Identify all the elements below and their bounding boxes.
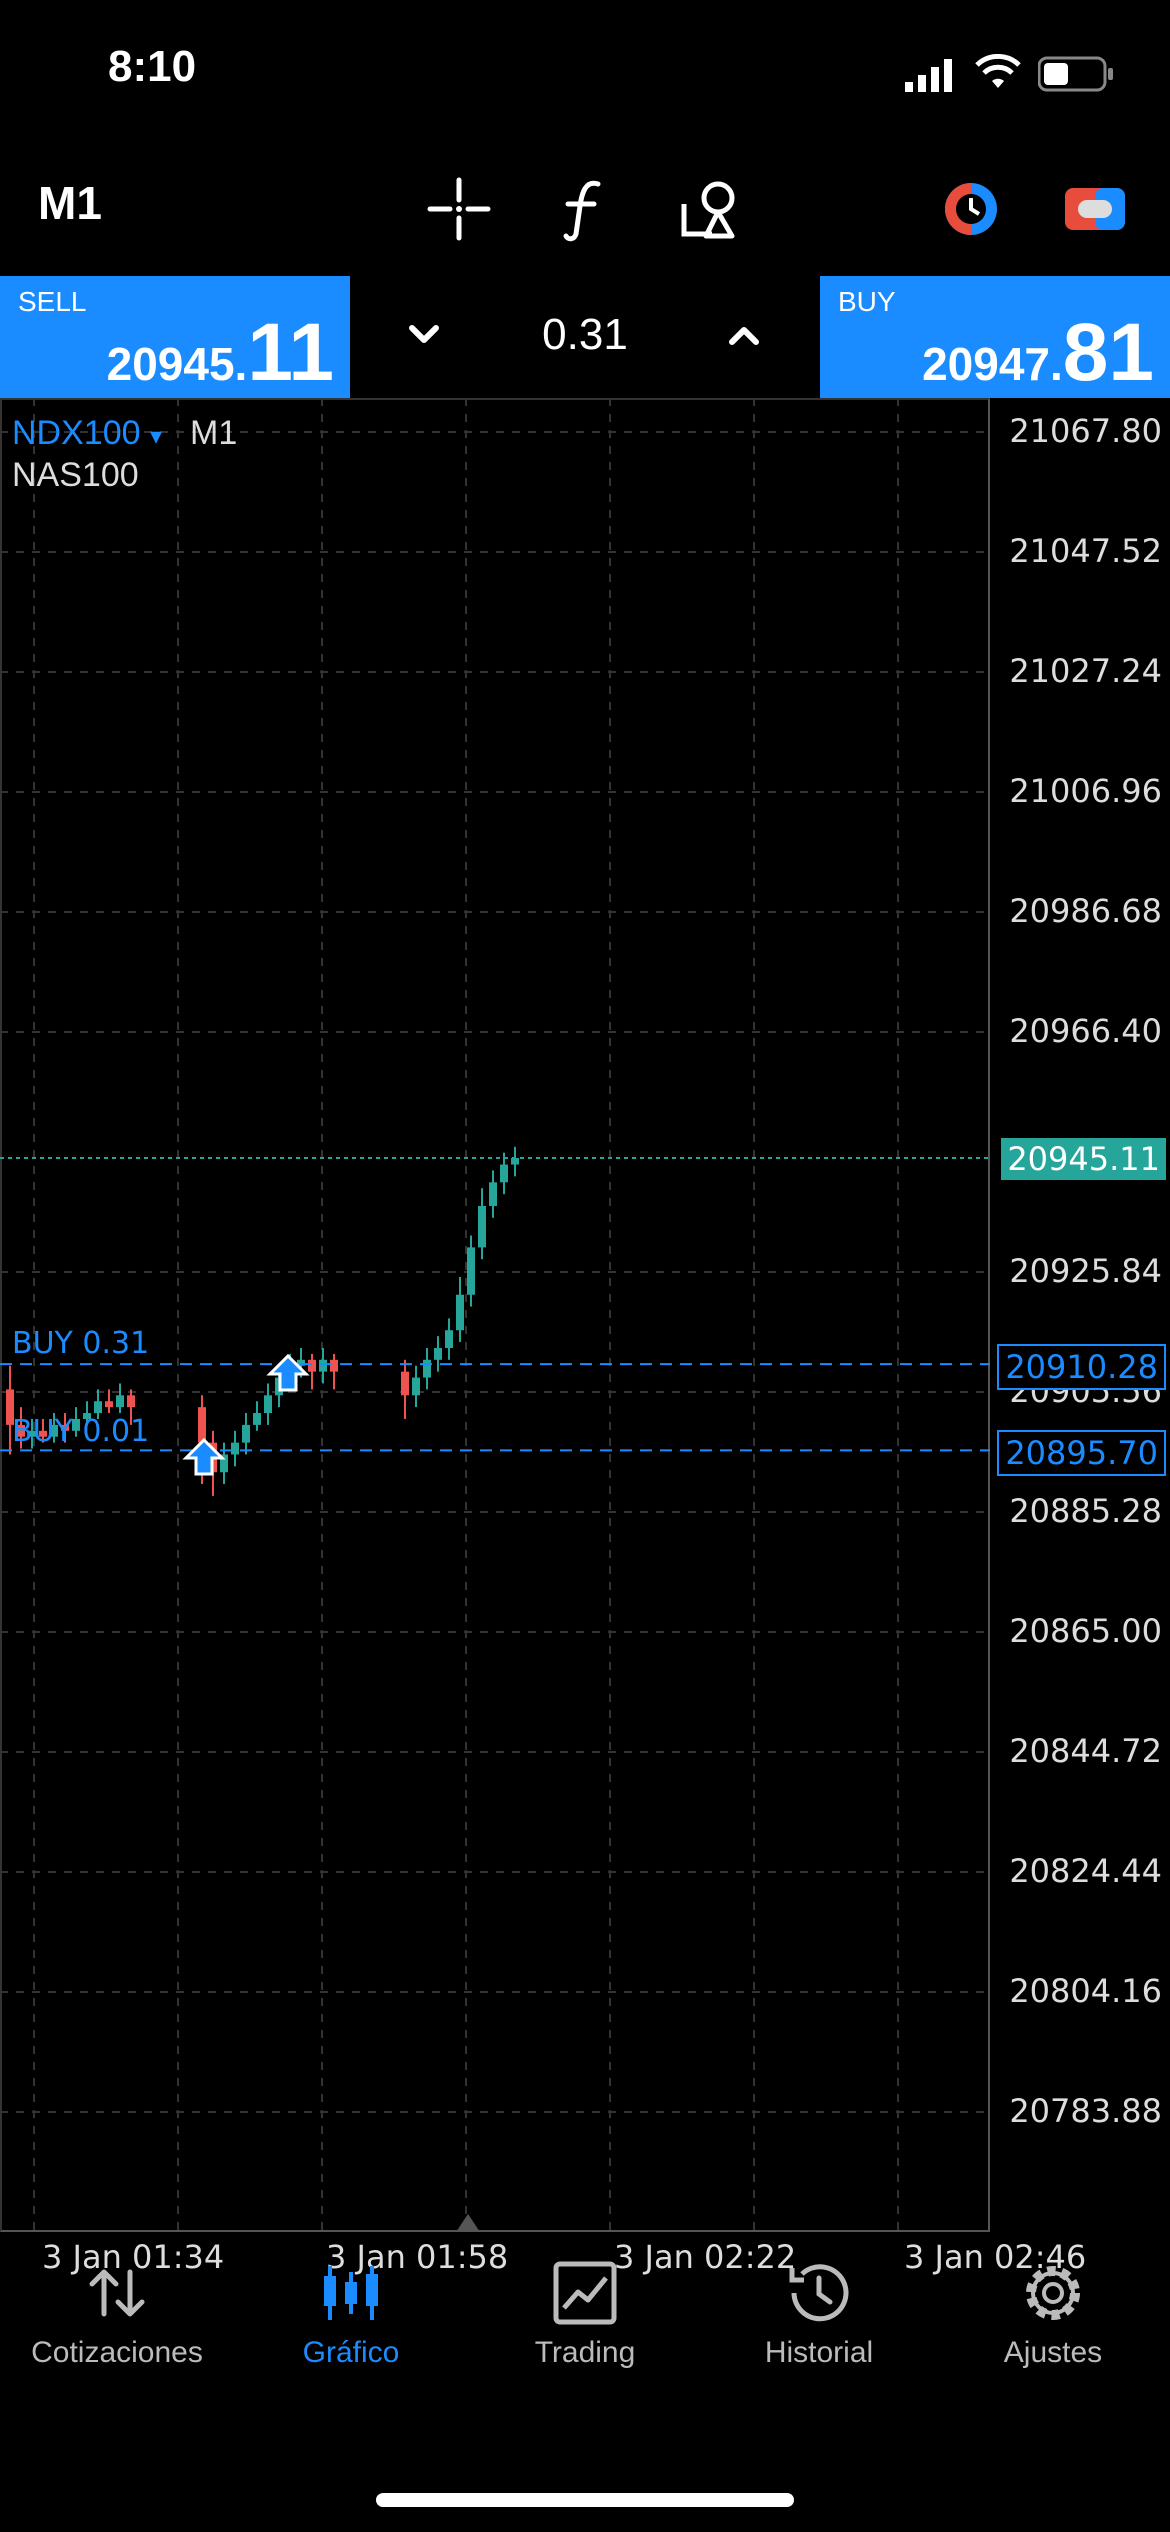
candle-body — [253, 1413, 261, 1425]
current-price-tag: 20945.11 — [1001, 1138, 1166, 1180]
y-tick-label: 20824.44 — [1009, 1852, 1162, 1890]
lot-decrease-icon[interactable] — [406, 320, 442, 350]
chart-icon — [324, 2266, 378, 2320]
candle-body — [264, 1395, 272, 1414]
candle-body — [330, 1359, 338, 1372]
chart-timeframe: M1 — [190, 414, 238, 452]
candle-body — [511, 1157, 519, 1165]
candle-body — [434, 1347, 442, 1360]
position-label: BUY 0.31 — [12, 1326, 150, 1361]
indicators-icon[interactable] — [548, 174, 618, 244]
position-label: BUY 0.01 — [12, 1414, 150, 1449]
one-click-trading-icon[interactable] — [936, 174, 1006, 244]
tab-historial[interactable]: Historial — [702, 2258, 936, 2370]
crosshair-icon[interactable] — [424, 174, 494, 244]
candle-body — [445, 1330, 453, 1348]
chart-area[interactable] — [0, 398, 990, 2232]
status-time: 8:10 — [108, 42, 197, 91]
candle-body — [83, 1413, 91, 1419]
y-tick-label: 20865.00 — [1009, 1612, 1162, 1650]
candle-body — [242, 1424, 250, 1443]
candle-body — [61, 1424, 69, 1431]
quotes-icon — [89, 2269, 145, 2317]
candle-body — [467, 1247, 475, 1295]
candle-body — [500, 1164, 508, 1183]
y-tick-label: 20885.28 — [1009, 1492, 1162, 1530]
candle-body — [478, 1205, 486, 1248]
y-tick-label: 21047.52 — [1009, 532, 1162, 570]
battery-icon — [1038, 56, 1113, 92]
candle-body — [456, 1294, 464, 1331]
y-tick-label: 20804.16 — [1009, 1972, 1162, 2010]
objects-icon[interactable] — [676, 174, 746, 244]
y-tick-label: 20925.84 — [1009, 1252, 1162, 1290]
tab-cotizaciones[interactable]: Cotizaciones — [0, 2258, 234, 2370]
x-tick-label: 3 Jan 01:58 — [326, 2238, 509, 2276]
timeframe-button[interactable]: M1 — [38, 177, 102, 229]
buy-arrow-icon — [182, 1437, 226, 1476]
candle-body — [231, 1442, 239, 1455]
lot-panel: 0.31 — [350, 276, 820, 398]
buy-price: 20947.81 — [922, 307, 1154, 398]
y-tick-label: 21067.80 — [1009, 412, 1162, 450]
candle-body — [116, 1395, 124, 1408]
candle-body — [6, 1389, 14, 1425]
tab-ajustes[interactable]: Ajustes — [936, 2258, 1170, 2370]
candle-body — [50, 1424, 58, 1437]
candle-body — [94, 1401, 102, 1414]
settings-icon — [1026, 2266, 1080, 2320]
candle-body — [401, 1371, 409, 1396]
lot-increase-icon[interactable] — [726, 320, 762, 350]
candle-body — [308, 1359, 316, 1372]
candle-body — [17, 1424, 25, 1437]
trade-mode-icon[interactable] — [1060, 174, 1130, 244]
sell-price: 20945.11 — [106, 307, 334, 398]
x-tick-label: 3 Jan 01:34 — [42, 2238, 225, 2276]
candle-body — [39, 1430, 47, 1437]
candle-body — [28, 1430, 36, 1437]
y-tick-label: 20844.72 — [1009, 1732, 1162, 1770]
candlestick-chart[interactable] — [0, 398, 990, 2232]
trading-icon — [553, 2261, 617, 2325]
wifi-icon — [975, 54, 1021, 88]
x-tick-label: 3 Jan 02:22 — [614, 2238, 797, 2276]
candle-body — [127, 1395, 135, 1408]
position-price-tag: 20895.70 — [997, 1430, 1166, 1476]
buy-arrow-icon — [266, 1353, 310, 1392]
candle-body — [105, 1401, 113, 1408]
chart-symbol[interactable]: NDX100 ▾ — [12, 414, 163, 452]
position-price-tag: 20910.28 — [997, 1344, 1166, 1390]
candle-body — [423, 1359, 431, 1378]
home-indicator — [376, 2493, 794, 2507]
chart-description: NAS100 — [12, 456, 139, 494]
y-tick-label: 20966.40 — [1009, 1012, 1162, 1050]
sell-button[interactable]: SELL 20945.11 — [0, 276, 350, 398]
symbol-dropdown-icon: ▾ — [149, 423, 163, 450]
tab-trading[interactable]: Trading — [468, 2258, 702, 2370]
tab-grafico[interactable]: Gráfico — [234, 2258, 468, 2370]
candle-body — [220, 1454, 228, 1473]
y-tick-label: 21027.24 — [1009, 652, 1162, 690]
candle-body — [297, 1359, 305, 1366]
candle-body — [412, 1377, 420, 1396]
y-tick-label: 21006.96 — [1009, 772, 1162, 810]
buy-label: BUY — [838, 286, 896, 317]
y-tick-label: 20986.68 — [1009, 892, 1162, 930]
candle-body — [72, 1418, 80, 1431]
y-tick-label: 20783.88 — [1009, 2092, 1162, 2130]
lot-volume[interactable]: 0.31 — [542, 310, 628, 359]
cellular-signal-icon — [905, 59, 952, 92]
chart-shift-marker — [456, 2214, 480, 2232]
candle-body — [489, 1182, 497, 1206]
buy-button[interactable]: BUY 20947.81 — [820, 276, 1170, 398]
candle-body — [319, 1359, 327, 1372]
sell-label: SELL — [18, 286, 87, 317]
candle-body — [198, 1407, 206, 1443]
history-icon — [789, 2264, 849, 2322]
